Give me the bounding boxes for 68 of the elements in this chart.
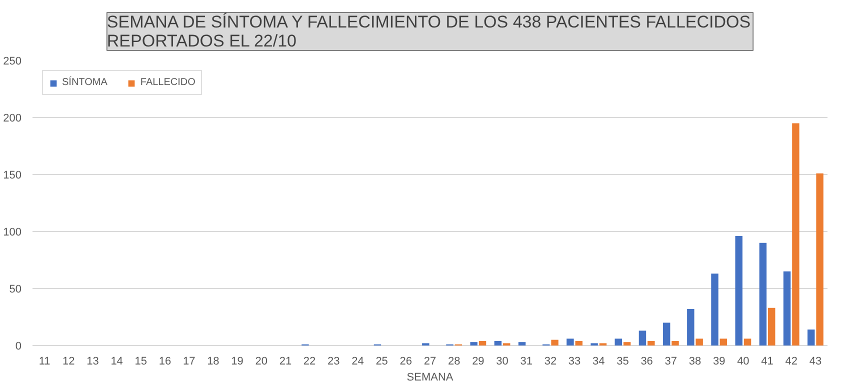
x-tick-label: 21 (279, 356, 292, 368)
x-tick-label: 31 (520, 356, 532, 368)
bar (735, 236, 742, 346)
bar (614, 338, 622, 346)
x-tick-label: 14 (110, 356, 123, 368)
bar (720, 338, 728, 346)
y-tick-label: 200 (3, 112, 22, 124)
x-tick-label: 36 (640, 356, 653, 368)
x-axis-title: SEMANA (406, 372, 454, 384)
x-tick-label: 15 (134, 356, 148, 368)
bar (672, 340, 679, 346)
bar (711, 274, 718, 346)
legend-label: SÍNTOMA (62, 77, 108, 88)
x-tick-label: 35 (616, 356, 629, 368)
x-tick-label: 40 (737, 356, 750, 368)
bar (566, 338, 574, 346)
y-tick-label: 150 (3, 170, 22, 182)
x-tick-label: 25 (376, 356, 388, 368)
x-tick-label: 39 (712, 356, 726, 368)
bar (759, 242, 767, 346)
bar (783, 271, 791, 346)
bar (687, 309, 694, 346)
x-tick-label: 11 (38, 356, 50, 368)
bar (518, 342, 526, 346)
y-tick-label: 50 (9, 284, 22, 296)
bar (696, 338, 703, 346)
x-tick-label: 28 (448, 356, 460, 368)
x-tick-label: 19 (231, 356, 244, 368)
bar (470, 342, 478, 346)
x-tick-label: 20 (255, 356, 268, 368)
legend-label: FALLECIDO (140, 77, 196, 88)
chart-title: SEMANA DE SÍNTOMA Y FALLECIMIENTO DE LOS 438 PACIENTES FALLECIDOS REPORTADOS EL 22/10 (106, 12, 751, 50)
x-tick-label: 43 (809, 356, 822, 368)
bar (816, 173, 824, 346)
y-tick-label: 250 (3, 56, 22, 68)
x-tick-label: 32 (544, 356, 557, 368)
x-tick-label: 30 (496, 356, 508, 368)
x-tick-label: 41 (761, 356, 774, 368)
bar (551, 340, 558, 346)
x-tick-label: 27 (424, 356, 436, 368)
x-tick-label: 17 (182, 356, 196, 368)
bar (744, 338, 752, 346)
bar (575, 340, 582, 346)
x-tick-label: 37 (664, 356, 678, 368)
x-tick-label: 12 (62, 356, 75, 368)
bar (648, 340, 655, 346)
x-tick-label: 33 (568, 356, 581, 368)
bar (638, 330, 646, 346)
x-tick-label: 18 (207, 356, 220, 368)
x-tick-label: 42 (785, 356, 798, 368)
x-tick-label: 26 (400, 356, 412, 368)
x-tick-label: 34 (592, 356, 605, 368)
x-tick-label: 23 (328, 356, 340, 368)
x-tick-label: 16 (158, 356, 172, 368)
x-tick-label: 38 (688, 356, 702, 368)
x-tick-label: 29 (472, 356, 484, 368)
bar (808, 330, 815, 346)
bar (478, 340, 486, 346)
x-tick-label: 22 (303, 356, 316, 368)
bar (792, 123, 800, 346)
bar (494, 340, 502, 346)
y-tick-label: 0 (15, 340, 22, 352)
x-tick-label: 13 (86, 356, 99, 368)
bar (662, 322, 670, 346)
bar (623, 342, 631, 346)
y-tick-label: 100 (3, 226, 22, 238)
bar (768, 308, 776, 346)
x-tick-label: 24 (352, 356, 364, 368)
